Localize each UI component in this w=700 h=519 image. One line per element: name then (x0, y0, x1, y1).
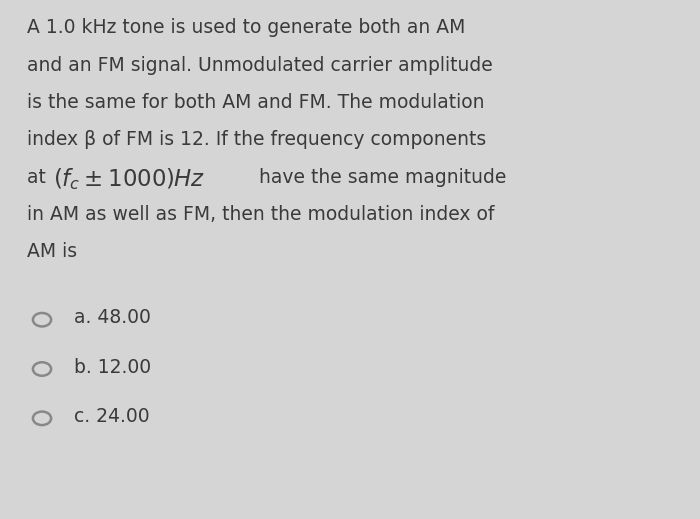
Text: and an FM signal. Unmodulated carrier amplitude: and an FM signal. Unmodulated carrier am… (27, 56, 492, 75)
Text: $(f_c \pm 1000)Hz$: $(f_c \pm 1000)Hz$ (53, 166, 205, 192)
Text: in AM as well as FM, then the modulation index of: in AM as well as FM, then the modulation… (27, 205, 494, 224)
Text: c. 24.00: c. 24.00 (74, 407, 150, 426)
Text: A 1.0 kHz tone is used to generate both an AM: A 1.0 kHz tone is used to generate both … (27, 18, 465, 37)
Text: at: at (27, 168, 52, 187)
Text: a. 48.00: a. 48.00 (74, 308, 151, 327)
Text: index β of FM is 12. If the frequency components: index β of FM is 12. If the frequency co… (27, 130, 486, 149)
Text: AM is: AM is (27, 242, 77, 262)
Text: b. 12.00: b. 12.00 (74, 358, 151, 377)
Text: have the same magnitude: have the same magnitude (253, 168, 506, 187)
Text: is the same for both AM and FM. The modulation: is the same for both AM and FM. The modu… (27, 93, 484, 112)
